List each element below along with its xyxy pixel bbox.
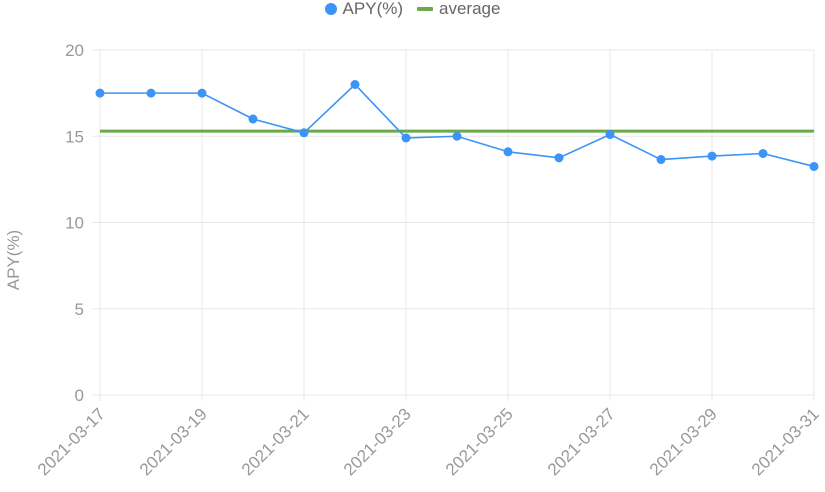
y-tick-label: 10	[65, 214, 84, 233]
data-point	[605, 130, 615, 140]
x-tick-label: 2021-03-19	[136, 404, 211, 479]
y-tick-label: 5	[75, 300, 84, 319]
x-tick-label: 2021-03-27	[544, 404, 619, 479]
x-tick-label: 2021-03-23	[340, 404, 415, 479]
grid-lines	[92, 49, 815, 401]
y-axis-ticks: 0 5 10 15 20	[65, 41, 84, 405]
data-point	[656, 155, 666, 165]
data-point	[350, 80, 360, 89]
x-tick-label: 2021-03-29	[646, 404, 721, 479]
data-point	[809, 161, 819, 171]
data-point	[758, 149, 768, 158]
data-point	[95, 88, 105, 98]
data-point	[503, 147, 513, 157]
y-tick-label: 0	[75, 386, 84, 405]
x-tick-label: 2021-03-17	[34, 404, 109, 479]
chart-legend: APY(%) average	[0, 0, 825, 20]
legend-label-apy: APY(%)	[342, 0, 404, 18]
x-tick-label: 2021-03-21	[238, 404, 313, 479]
legend-item-apy[interactable]: APY(%)	[324, 0, 404, 19]
data-point	[452, 131, 462, 141]
x-tick-label: 2021-03-31	[748, 404, 823, 479]
data-point	[707, 151, 717, 161]
y-tick-label: 15	[65, 127, 84, 146]
data-point	[554, 153, 564, 163]
data-point	[299, 128, 309, 138]
legend-item-average[interactable]: average	[417, 0, 500, 19]
data-point	[197, 88, 207, 98]
data-point	[401, 133, 411, 143]
x-tick-label: 2021-03-25	[442, 404, 517, 479]
legend-dot-icon	[324, 3, 337, 15]
x-axis-ticks: 2021-03-17 2021-03-19 2021-03-21 2021-03-23…	[34, 404, 823, 479]
data-point	[248, 114, 258, 124]
y-tick-label: 20	[65, 41, 84, 60]
legend-line-icon	[417, 7, 434, 11]
series-group	[95, 80, 819, 171]
series-line-apy	[100, 83, 815, 168]
data-point	[146, 88, 156, 98]
legend-label-average: average	[439, 0, 501, 18]
